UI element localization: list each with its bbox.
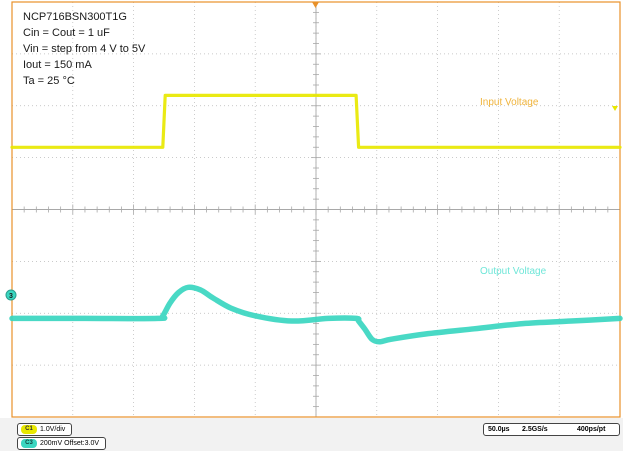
ch1-offscreen-marker xyxy=(612,106,618,111)
channel3-tag: C3 xyxy=(21,438,37,448)
input-voltage-label: Input Voltage xyxy=(480,97,539,108)
sample-rate-value: 2.5GS/s xyxy=(522,426,548,433)
ch3-marker-label: 3 xyxy=(9,293,13,300)
annotation-line: NCP716BSN300T1G xyxy=(23,11,127,23)
annotation-line: Ta = 25 °C xyxy=(23,75,75,87)
channel1-scale: 1.0V/div xyxy=(40,426,66,433)
channel3-scale: 200mV Offset:3.0V xyxy=(40,440,100,447)
resolution-value: 400ps/pt xyxy=(577,426,606,433)
graticule xyxy=(11,1,621,418)
trigger-marker xyxy=(312,2,319,8)
timebase-readout[interactable]: 50.0µs 2.5GS/s 400ps/pt xyxy=(483,423,620,436)
annotation-line: Cin = Cout = 1 uF xyxy=(23,27,110,39)
channel1-tag: C1 xyxy=(21,424,37,434)
channel3-readout[interactable]: C3 200mV Offset:3.0V xyxy=(17,437,107,450)
annotation-line: Iout = 150 mA xyxy=(23,59,92,71)
input-voltage-trace xyxy=(10,93,622,149)
annotation-block: NCP716BSN300T1G Cin = Cout = 1 uF Vin = … xyxy=(23,11,146,87)
output-voltage-label: Output Voltage xyxy=(480,266,547,277)
timebase-value: 50.0µs xyxy=(488,426,510,433)
ch3-marker-circle xyxy=(5,289,17,301)
channel1-readout[interactable]: C1 1.0V/div xyxy=(17,423,73,436)
traces xyxy=(9,93,623,345)
output-voltage-trace xyxy=(9,284,623,345)
annotation-line: Vin = step from 4 V to 5V xyxy=(23,43,146,55)
ch3-ground-marker: 3 xyxy=(5,289,17,301)
